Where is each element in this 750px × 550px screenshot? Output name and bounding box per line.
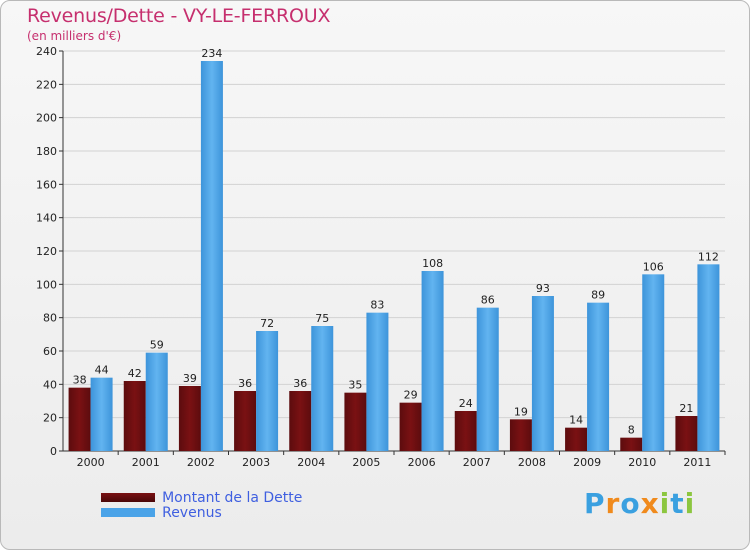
- legend-label-dette: Montant de la Dette: [162, 489, 303, 506]
- data-label-revenus: 112: [698, 250, 719, 263]
- y-tick-label: 200: [36, 112, 57, 125]
- bar-revenus: [311, 326, 334, 451]
- x-tick-label: 2007: [463, 456, 491, 469]
- legend-item-dette: Montant de la Dette: [101, 487, 303, 506]
- data-label-dette: 36: [293, 377, 307, 390]
- data-label-dette: 38: [73, 374, 87, 387]
- data-label-dette: 42: [128, 367, 142, 380]
- y-tick-label: 0: [50, 445, 57, 458]
- x-tick-label: 2005: [352, 456, 380, 469]
- logo-letter: P: [584, 487, 606, 520]
- bar-revenus: [476, 307, 499, 451]
- bar-dette: [565, 427, 588, 451]
- y-tick-label: 40: [43, 378, 57, 391]
- data-label-revenus: 234: [201, 47, 222, 60]
- bar-dette: [509, 419, 532, 451]
- bar-dette: [68, 387, 91, 451]
- data-label-revenus: 83: [370, 299, 384, 312]
- data-label-revenus: 44: [95, 364, 109, 377]
- data-label-dette: 39: [183, 372, 197, 385]
- data-label-dette: 8: [628, 424, 635, 437]
- bar-revenus: [697, 264, 720, 451]
- y-tick-label: 140: [36, 212, 57, 225]
- data-label-dette: 35: [348, 379, 362, 392]
- legend-item-revenus: Revenus: [101, 502, 222, 521]
- y-tick-label: 100: [36, 278, 57, 291]
- bar-dette: [123, 381, 146, 451]
- bar-dette: [675, 416, 698, 451]
- bar-revenus: [90, 377, 113, 451]
- bar-revenus: [256, 331, 279, 451]
- x-tick-label: 2004: [297, 456, 325, 469]
- x-tick-label: 2010: [628, 456, 656, 469]
- y-tick-label: 120: [36, 245, 57, 258]
- y-tick-label: 20: [43, 412, 57, 425]
- data-label-dette: 36: [238, 377, 252, 390]
- bar-dette: [289, 391, 312, 451]
- bar-dette: [454, 411, 477, 451]
- x-tick-label: 2001: [132, 456, 160, 469]
- bar-dette: [344, 392, 367, 451]
- data-label-revenus: 89: [591, 289, 605, 302]
- bar-revenus: [366, 312, 389, 451]
- x-tick-label: 2002: [187, 456, 215, 469]
- bar-dette: [178, 386, 201, 451]
- y-tick-label: 180: [36, 145, 57, 158]
- data-label-dette: 21: [679, 402, 693, 415]
- data-label-revenus: 106: [643, 260, 664, 273]
- legend-label-revenus: Revenus: [162, 504, 222, 521]
- bar-revenus: [421, 271, 444, 451]
- x-tick-label: 2000: [77, 456, 105, 469]
- data-label-revenus: 93: [536, 282, 550, 295]
- data-label-dette: 14: [569, 414, 583, 427]
- y-tick-label: 80: [43, 312, 57, 325]
- y-tick-label: 160: [36, 178, 57, 191]
- data-label-revenus: 59: [150, 339, 164, 352]
- logo-letter: i: [684, 487, 696, 520]
- logo-letter: i: [659, 487, 671, 520]
- x-tick-label: 2009: [573, 456, 601, 469]
- bar-revenus: [200, 61, 223, 451]
- data-label-revenus: 86: [481, 294, 495, 307]
- x-tick-label: 2008: [518, 456, 546, 469]
- x-tick-label: 2011: [683, 456, 711, 469]
- data-label-revenus: 75: [315, 312, 329, 325]
- x-tick-label: 2006: [408, 456, 436, 469]
- logo-letter: r: [605, 487, 621, 520]
- data-label-dette: 19: [514, 405, 528, 418]
- logo-letter: o: [620, 487, 641, 520]
- bar-revenus: [145, 352, 168, 451]
- legend-swatch-dette: [101, 493, 155, 502]
- data-label-dette: 24: [459, 397, 473, 410]
- y-tick-label: 240: [36, 45, 57, 58]
- logo-letter: x: [640, 487, 660, 520]
- data-label-dette: 29: [404, 389, 418, 402]
- data-label-revenus: 72: [260, 317, 274, 330]
- logo-letter: t: [670, 487, 685, 520]
- legend-swatch-revenus: [101, 508, 155, 517]
- y-tick-label: 60: [43, 345, 57, 358]
- bar-dette: [234, 391, 257, 451]
- x-tick-label: 2003: [242, 456, 270, 469]
- chart-title: Revenus/Dette - VY-LE-FERROUX: [27, 5, 331, 27]
- bar-dette: [399, 402, 422, 451]
- bar-revenus: [642, 274, 665, 451]
- bar-revenus: [587, 302, 610, 451]
- bar-revenus: [531, 296, 554, 451]
- chart-subtitle: (en milliers d'€): [27, 29, 122, 43]
- bar-dette: [620, 437, 643, 451]
- y-tick-label: 220: [36, 78, 57, 91]
- proxiti-logo: Proxiti: [584, 487, 695, 520]
- data-label-revenus: 108: [422, 257, 443, 270]
